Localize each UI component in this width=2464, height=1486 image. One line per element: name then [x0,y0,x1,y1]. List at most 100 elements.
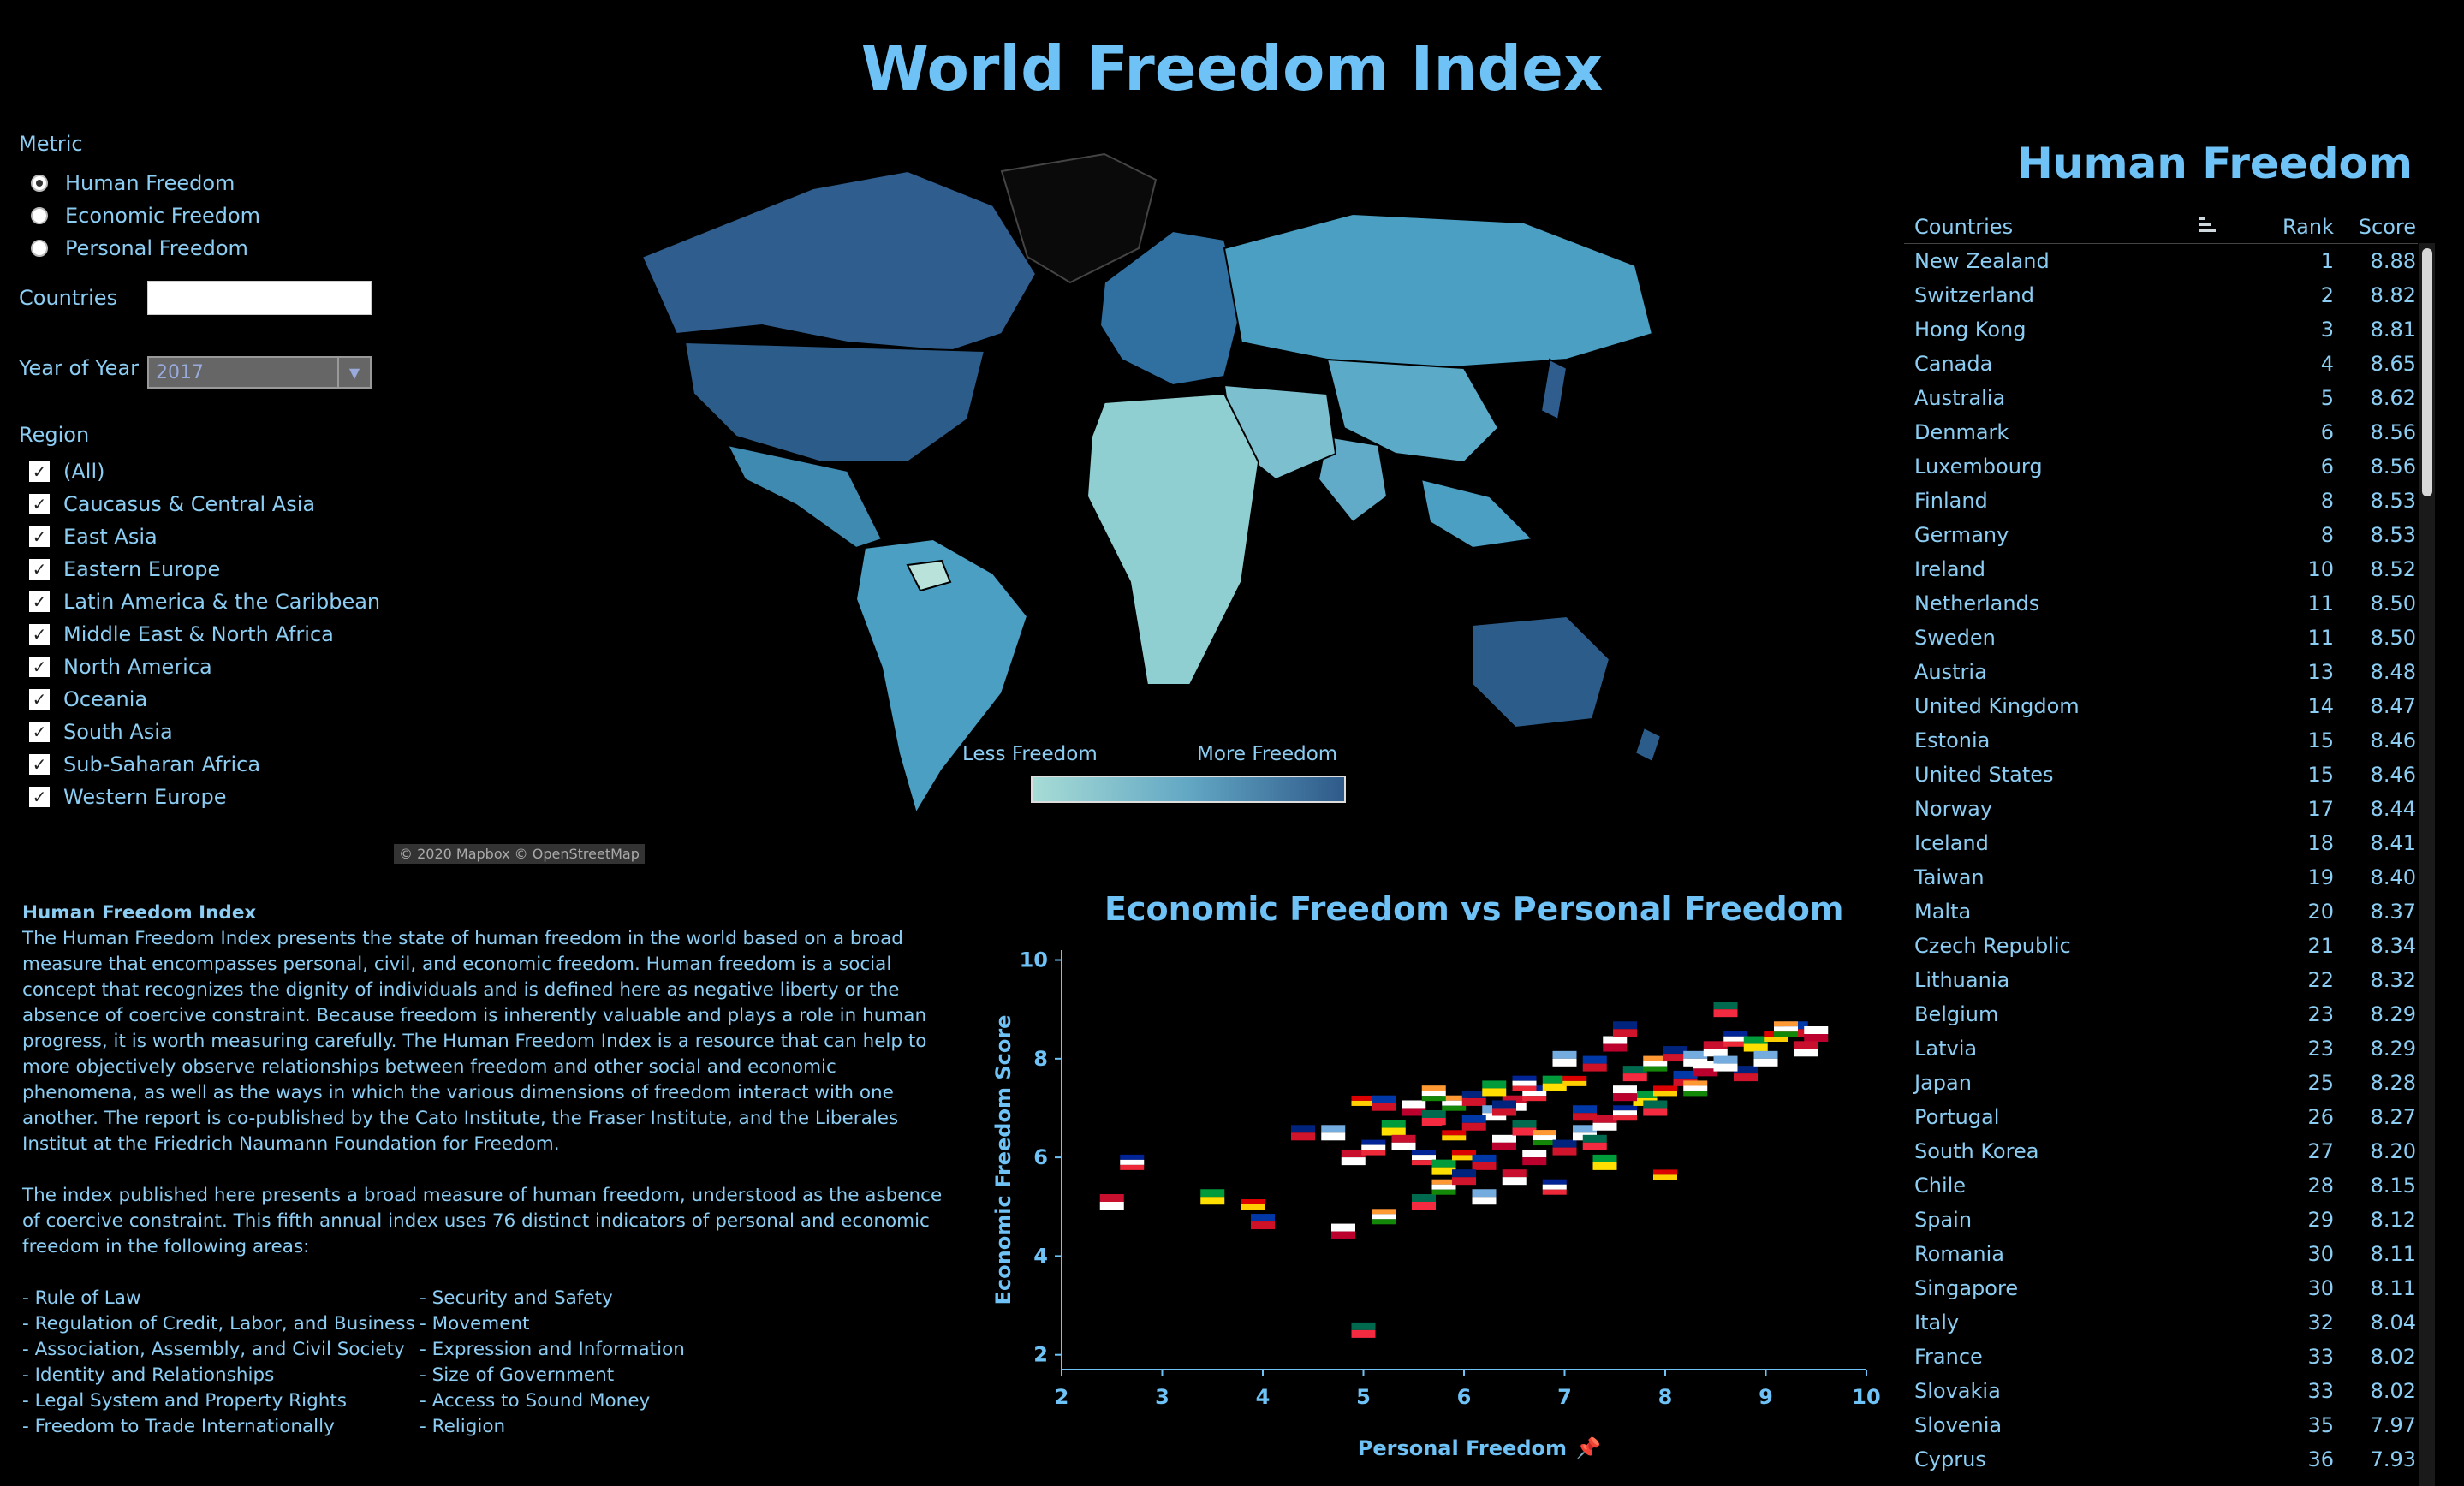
table-row[interactable]: United States 15 8.46 [1904,758,2418,792]
region-option[interactable]: ✓ Middle East & North Africa [29,618,380,651]
table-row[interactable]: Hong Kong 3 8.81 [1904,312,2418,347]
region-option[interactable]: ✓ Sub-Saharan Africa [29,748,380,781]
scatter-point-flag[interactable] [1573,1105,1597,1121]
region-option[interactable]: ✓ Oceania [29,683,380,716]
table-row[interactable]: Germany 8 8.53 [1904,518,2418,552]
table-row[interactable]: Luxembourg 6 8.56 [1904,449,2418,484]
scatter-point-flag[interactable] [1391,1134,1416,1150]
scatter-point-flag[interactable] [1653,1080,1677,1097]
scatter-point-flag[interactable] [1542,1075,1567,1091]
region-option[interactable]: ✓ North America [29,651,380,683]
scatter-point-flag[interactable] [1472,1154,1497,1170]
radio-icon[interactable] [31,240,48,257]
scatter-point-flag[interactable] [1774,1021,1798,1037]
scatter-point-flag[interactable] [1522,1150,1547,1166]
scatter-point-flag[interactable] [1713,1002,1738,1018]
metric-option-human-freedom[interactable]: Human Freedom [31,167,260,199]
sort-icon[interactable] [2197,214,2248,240]
table-row[interactable]: New Zealand 1 8.88 [1904,244,2418,278]
region-option[interactable]: ✓ East Asia [29,520,380,553]
scatter-point-flag[interactable] [1431,1179,1456,1195]
scatter-point-flag[interactable] [1412,1150,1436,1166]
table-row[interactable]: Finland 8 8.53 [1904,484,2418,518]
map-region-africa[interactable] [1086,392,1260,686]
checkbox-checked-icon[interactable]: ✓ [29,559,50,580]
map-region-china[interactable] [1325,358,1500,464]
table-row[interactable]: Slovakia 33 8.02 [1904,1374,2418,1408]
map-region-canada[interactable] [640,169,1038,353]
table-row[interactable]: Japan 25 8.28 [1904,1066,2418,1100]
scatter-point-flag[interactable] [1743,1036,1768,1052]
scatter-point-flag[interactable] [1351,1090,1376,1106]
scatter-point-flag[interactable] [1693,1061,1717,1077]
scatter-point-flag[interactable] [1804,1026,1829,1042]
checkbox-checked-icon[interactable]: ✓ [29,494,50,514]
region-option[interactable]: ✓ Caucasus & Central Asia [29,488,380,520]
scatter-point-flag[interactable] [1442,1095,1467,1111]
map-region-europe[interactable] [1098,229,1243,387]
table-row[interactable]: Lithuania 22 8.32 [1904,963,2418,997]
scatter-point-flag[interactable] [1794,1041,1818,1057]
checkbox-checked-icon[interactable]: ✓ [29,657,50,677]
scatter-point-flag[interactable] [1431,1159,1456,1175]
scatter-point-flag[interactable] [1421,1085,1446,1102]
table-row[interactable]: Portugal 26 8.27 [1904,1100,2418,1134]
checkbox-checked-icon[interactable]: ✓ [29,754,50,775]
table-row[interactable]: France 33 8.02 [1904,1340,2418,1374]
scatter-point-flag[interactable] [1643,1055,1668,1072]
scatter-point-flag[interactable] [1552,1050,1577,1067]
table-row[interactable]: Belgium 23 8.29 [1904,997,2418,1031]
table-row[interactable]: Romania 30 8.11 [1904,1237,2418,1271]
table-row[interactable]: Latvia 23 8.29 [1904,1031,2418,1066]
map-region-greenland[interactable] [1000,152,1158,284]
scatter-point-flag[interactable] [1734,1066,1758,1082]
table-row[interactable]: Canada 4 8.65 [1904,347,2418,381]
scatter-point-flag[interactable] [1492,1100,1516,1116]
scatter-point-flag[interactable] [1582,1134,1607,1150]
countries-search-input[interactable] [147,281,372,315]
column-header-rank[interactable]: Rank [2282,215,2334,239]
scatter-point-flag[interactable] [1753,1050,1778,1067]
checkbox-checked-icon[interactable]: ✓ [29,526,50,547]
table-row[interactable]: Malta 20 8.37 [1904,895,2418,929]
scatter-point-flag[interactable] [1099,1194,1124,1210]
table-row[interactable]: Czech Republic 21 8.34 [1904,929,2418,963]
table-row[interactable]: Slovenia 35 7.97 [1904,1408,2418,1442]
map-region-south-america[interactable] [854,538,1029,816]
scatter-point-flag[interactable] [1653,1164,1677,1180]
scatter-point-flag[interactable] [1412,1194,1436,1210]
table-row[interactable]: Norway 17 8.44 [1904,792,2418,826]
scatter-point-flag[interactable] [1452,1144,1476,1161]
table-scrollbar[interactable] [2419,243,2435,1486]
scatter-point-flag[interactable] [1402,1100,1426,1116]
scatter-point-flag[interactable] [1533,1130,1556,1146]
scatter-point-flag[interactable] [1613,1021,1637,1037]
map-region-new-zealand[interactable] [1634,726,1663,764]
scatter-point-flag[interactable] [1492,1134,1516,1150]
metric-option-economic-freedom[interactable]: Economic Freedom [31,199,260,232]
scatter-point-flag[interactable] [1713,1055,1738,1072]
map-region-india[interactable] [1317,435,1389,524]
scatter-point-flag[interactable] [1603,1036,1628,1052]
table-row[interactable]: Sweden 11 8.50 [1904,621,2418,655]
region-option[interactable]: ✓ (All) [29,455,380,488]
scatter-point-flag[interactable] [1613,1105,1637,1121]
scatter-point-flag[interactable] [1582,1055,1607,1072]
map-region-usa[interactable] [683,341,986,463]
table-row[interactable]: Denmark 6 8.56 [1904,415,2418,449]
table-row[interactable]: Chile 28 8.15 [1904,1168,2418,1203]
checkbox-checked-icon[interactable]: ✓ [29,624,50,645]
scatter-point-flag[interactable] [1683,1080,1708,1097]
scatter-point-flag[interactable] [1372,1209,1396,1225]
scatter-point-flag[interactable] [1461,1090,1486,1106]
table-row[interactable]: Singapore 30 8.11 [1904,1271,2418,1305]
scatter-point-flag[interactable] [1512,1075,1537,1091]
checkbox-checked-icon[interactable]: ✓ [29,689,50,710]
region-option[interactable]: ✓ Eastern Europe [29,553,380,585]
checkbox-checked-icon[interactable]: ✓ [29,722,50,742]
scatter-point-flag[interactable] [1361,1139,1386,1156]
table-scrollbar-thumb[interactable] [2422,248,2432,496]
table-row[interactable]: Cyprus 36 7.93 [1904,1442,2418,1477]
metric-option-personal-freedom[interactable]: Personal Freedom [31,232,260,265]
radio-selected-icon[interactable] [31,175,48,192]
